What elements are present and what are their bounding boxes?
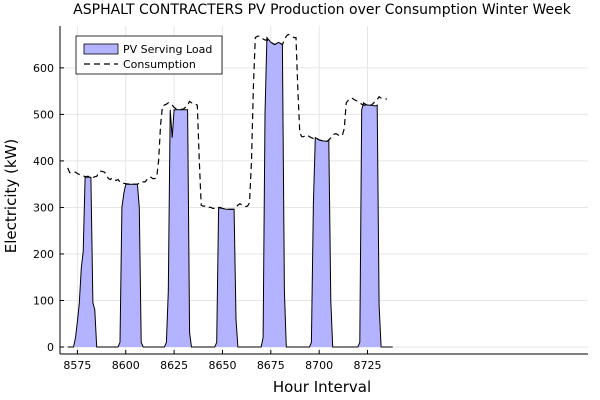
chart-title: ASPHALT CONTRACTERS PV Production over C… [73,2,572,18]
x-tick-label-6: 8725 [354,359,382,372]
y-tick-label-5: 500 [33,108,54,121]
series-layer [67,33,393,348]
x-tick-label-0: 8575 [63,359,91,372]
x-tick-label-2: 8625 [160,359,188,372]
x-tick-label-3: 8650 [208,359,236,372]
legend-label-consumption: Consumption [123,58,196,71]
tick-labels: 8575 8600 8625 8650 8675 8700 8725 0 100 200 300 40… [33,62,382,372]
legend-box [75,35,223,75]
y-tick-label-2: 200 [33,248,54,261]
x-tick-label-4: 8675 [257,359,285,372]
y-tick-label-1: 100 [33,294,54,307]
y-axis-label: Electricity (kW) [2,139,20,254]
x-tick-label-1: 8600 [112,359,140,372]
legend: PV Serving Load Consumption [75,35,223,75]
y-tick-label-0: 0 [47,341,54,354]
legend-label-pv: PV Serving Load [123,43,212,56]
x-tick-label-5: 8700 [305,359,333,372]
legend-swatch-pv [83,43,119,55]
x-axis-label: Hour Interval [273,378,371,396]
series-consumption-line [67,33,387,210]
y-tick-label-3: 300 [33,201,54,214]
axes [59,26,588,355]
y-tick-label-4: 400 [33,155,54,168]
y-tick-label-6: 600 [33,62,54,75]
